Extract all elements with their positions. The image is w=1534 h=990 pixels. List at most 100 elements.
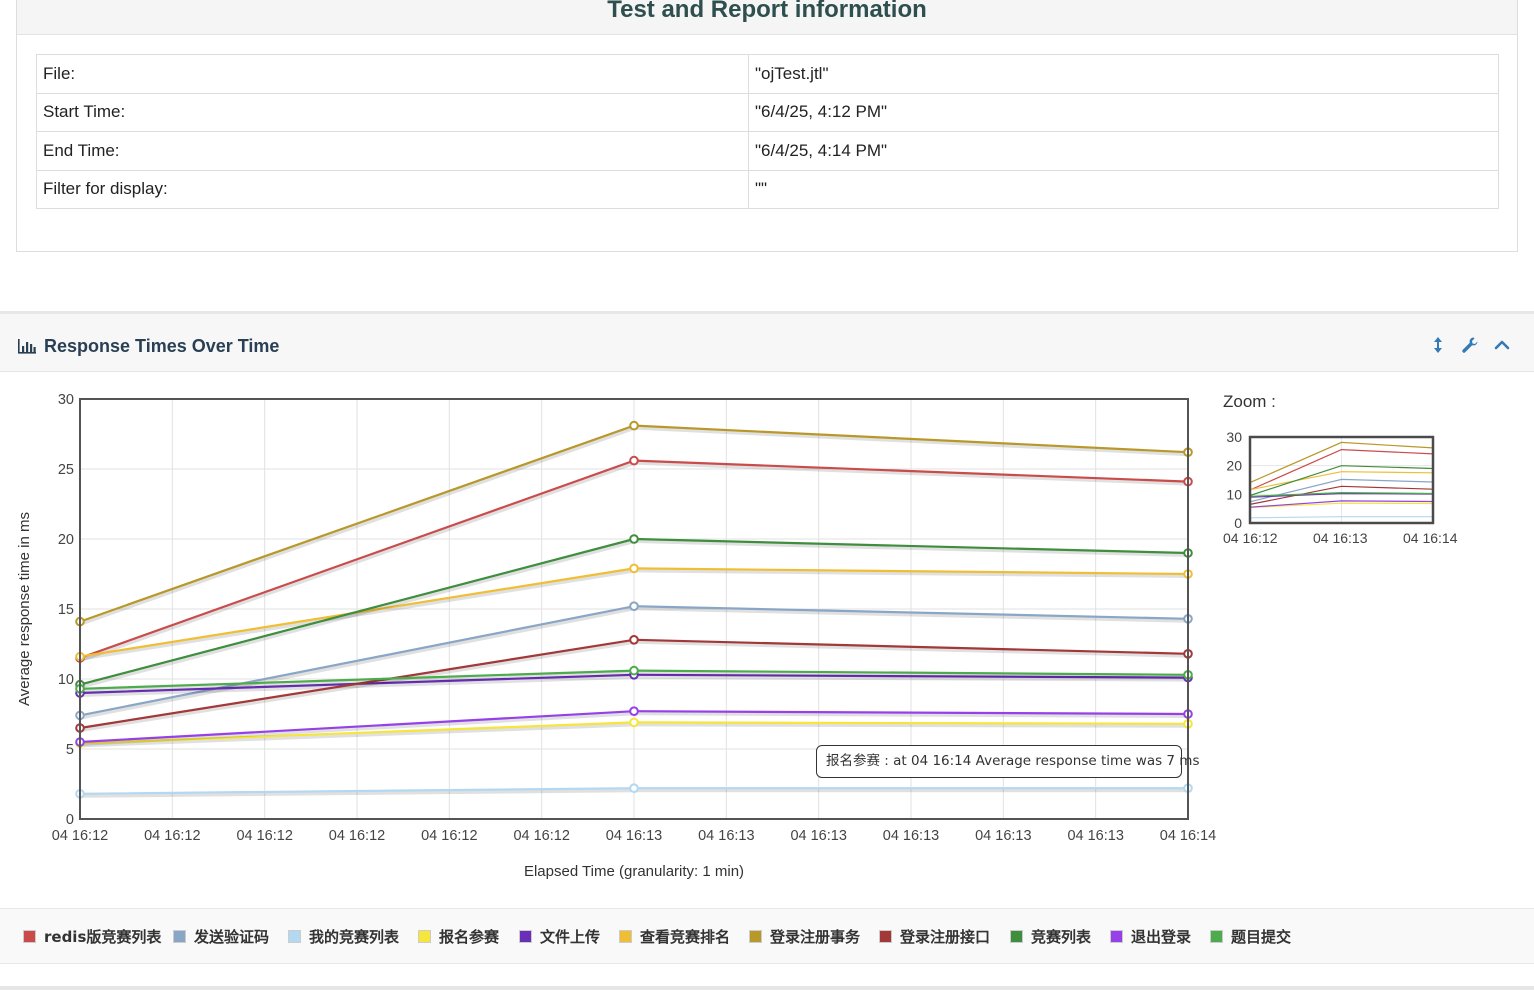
wrench-icon[interactable] xyxy=(1461,336,1479,354)
x-tick-label: 04 16:13 xyxy=(790,828,846,844)
legend-item[interactable]: 文件上传 xyxy=(519,927,601,946)
legend-label: 登录注册事务 xyxy=(770,927,861,946)
zoom-series-line xyxy=(1249,471,1434,491)
legend-item[interactable]: 发送验证码 xyxy=(173,927,269,946)
zoom-y-tick-label: 30 xyxy=(1226,429,1242,445)
x-tick-label: 04 16:12 xyxy=(329,828,385,844)
zoom-series: 0 10 20 30 04 16:12 04 16:13 04 16:14 xyxy=(1223,429,1458,546)
legend-item[interactable]: 登录注册事务 xyxy=(749,927,861,946)
data-point[interactable] xyxy=(629,783,639,794)
y-tick-label: 25 xyxy=(58,462,74,478)
table-row: Start Time: "6/4/25, 4:12 PM" xyxy=(36,92,1499,132)
legend-label: redis版竞赛列表 xyxy=(44,927,162,946)
legend-swatch xyxy=(1210,929,1223,943)
chart-axes: 04 16:12 04 16:12 04 16:12 04 16:12 04 16:12… xyxy=(52,392,1216,844)
chart-tooltip: 报名参赛 : at 04 16:14 Average response time… xyxy=(816,745,1200,778)
zoom-series-line xyxy=(1249,441,1434,484)
legend-label: 登录注册接口 xyxy=(900,927,991,946)
zoom-series-line xyxy=(1249,516,1433,519)
table-row: End Time: "6/4/25, 4:14 PM" xyxy=(36,131,1499,171)
legend-swatch xyxy=(1010,929,1023,943)
zoom-y-tick-label: 10 xyxy=(1226,486,1242,502)
data-point[interactable] xyxy=(629,534,639,544)
chart-panel-header: Response Times Over Time xyxy=(0,314,1534,372)
x-tick-label: 04 16:14 xyxy=(1160,828,1216,844)
data-point[interactable] xyxy=(629,601,639,611)
zoom-series-line xyxy=(1249,502,1434,509)
legend-item[interactable]: 退出登录 xyxy=(1110,927,1192,946)
zoom-series-line xyxy=(1249,500,1434,508)
legend-item[interactable]: 题目提交 xyxy=(1210,927,1291,946)
x-tick-label: 04 16:13 xyxy=(975,828,1031,844)
zoom-x-tick-label: 04 16:13 xyxy=(1313,530,1368,546)
bar-chart-icon xyxy=(18,339,36,354)
zoom-x-tick-label: 04 16:14 xyxy=(1403,530,1458,546)
zoom-series-line xyxy=(1249,478,1434,503)
legend-swatch xyxy=(619,929,632,943)
row-key: End Time: xyxy=(36,131,749,171)
x-axis-label: Elapsed Time (granularity: 1 min) xyxy=(524,863,744,880)
chart-legend: redis版竞赛列表 发送验证码 我的竞赛列表 报名参赛 文件上传 查看竞赛排名 登录注册事… xyxy=(0,908,1534,964)
legend-item[interactable]: 我的竞赛列表 xyxy=(288,927,400,946)
zoom-y-tick-label: 0 xyxy=(1234,515,1242,531)
info-table: File: "ojTest.jtl" Start Time: "6/4/25, … xyxy=(36,54,1499,209)
row-key: Start Time: xyxy=(36,92,749,132)
legend-label: 竞赛列表 xyxy=(1031,927,1092,946)
legend-item[interactable]: 查看竞赛排名 xyxy=(619,927,731,946)
x-tick-label: 04 16:12 xyxy=(236,828,292,844)
chevron-up-icon[interactable] xyxy=(1493,336,1511,354)
row-value: "6/4/25, 4:14 PM" xyxy=(748,131,1499,171)
legend-swatch xyxy=(1110,929,1123,943)
x-tick-label: 04 16:12 xyxy=(52,828,108,844)
tooltip-text: 报名参赛 : at 04 16:14 Average response time… xyxy=(826,753,1200,769)
zoom-series-line xyxy=(1249,448,1434,491)
y-tick-label: 10 xyxy=(58,672,74,688)
legend-label: 查看竞赛排名 xyxy=(640,927,731,946)
legend-label: 退出登录 xyxy=(1131,927,1192,946)
x-tick-label: 04 16:13 xyxy=(606,828,662,844)
plot-border xyxy=(79,398,1189,820)
y-tick-label: 20 xyxy=(58,532,74,548)
legend-item[interactable]: 登录注册接口 xyxy=(879,927,991,946)
response-times-chart[interactable]: 04 16:12 04 16:12 04 16:12 04 16:12 04 16:12… xyxy=(0,380,1230,890)
data-point[interactable] xyxy=(629,563,639,574)
y-tick-label: 5 xyxy=(66,742,74,758)
x-tick-label: 04 16:13 xyxy=(883,828,939,844)
row-value: "" xyxy=(748,169,1499,209)
zoom-series-line xyxy=(1249,491,1434,497)
legend-label: 文件上传 xyxy=(540,927,601,946)
y-tick-label: 30 xyxy=(58,392,74,408)
expand-vertical-icon[interactable] xyxy=(1429,336,1447,354)
legend-item[interactable]: 竞赛列表 xyxy=(1010,927,1092,946)
bottom-divider xyxy=(0,986,1534,990)
legend-swatch xyxy=(879,929,892,943)
legend-swatch xyxy=(23,929,36,943)
data-point[interactable] xyxy=(629,706,639,717)
legend-label: 我的竞赛列表 xyxy=(309,927,400,946)
legend-swatch xyxy=(173,929,186,943)
zoom-series-line xyxy=(1249,465,1434,497)
data-point[interactable] xyxy=(629,665,639,676)
x-tick-label: 04 16:12 xyxy=(421,828,477,844)
data-point[interactable] xyxy=(629,634,639,645)
y-tick-label: 0 xyxy=(66,812,74,828)
data-point[interactable] xyxy=(629,455,639,466)
test-report-panel: Test and Report information File: "ojTes… xyxy=(16,0,1518,252)
x-tick-label: 04 16:13 xyxy=(1067,828,1123,844)
legend-swatch xyxy=(288,929,301,943)
legend-item[interactable]: redis版竞赛列表 xyxy=(23,927,162,946)
x-tick-label: 04 16:12 xyxy=(144,828,200,844)
y-tick-label: 15 xyxy=(58,602,74,618)
panel-title: Test and Report information xyxy=(607,0,927,23)
x-tick-label: 04 16:13 xyxy=(698,828,754,844)
chart-panel-title: Response Times Over Time xyxy=(44,336,280,356)
legend-swatch xyxy=(519,929,532,943)
data-point[interactable] xyxy=(629,420,639,431)
zoom-border xyxy=(1248,435,1435,525)
legend-item[interactable]: 报名参赛 xyxy=(418,927,499,946)
zoom-series-line xyxy=(1249,492,1434,498)
zoom-overview-chart[interactable]: 0 10 20 30 04 16:12 04 16:13 04 16:14 xyxy=(1215,425,1475,555)
row-value: "ojTest.jtl" xyxy=(748,54,1499,94)
data-point[interactable] xyxy=(629,717,639,728)
table-row: File: "ojTest.jtl" xyxy=(36,54,1499,94)
